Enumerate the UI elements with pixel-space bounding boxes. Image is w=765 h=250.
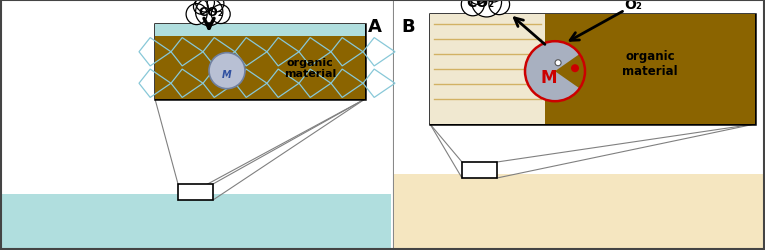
FancyBboxPatch shape [394, 2, 763, 248]
Circle shape [489, 0, 509, 16]
Circle shape [207, 0, 224, 13]
Circle shape [555, 60, 561, 66]
Polygon shape [525, 42, 580, 102]
Circle shape [472, 0, 502, 18]
Text: organic
material: organic material [622, 50, 678, 78]
FancyBboxPatch shape [155, 25, 365, 37]
FancyBboxPatch shape [545, 15, 755, 124]
Text: CO₂: CO₂ [466, 0, 494, 10]
Text: M: M [541, 69, 557, 87]
Circle shape [211, 6, 230, 25]
FancyBboxPatch shape [547, 72, 647, 122]
Circle shape [209, 54, 245, 89]
Circle shape [472, 0, 493, 3]
Circle shape [571, 65, 579, 73]
Circle shape [186, 4, 207, 25]
FancyBboxPatch shape [547, 17, 647, 68]
FancyBboxPatch shape [394, 174, 763, 248]
Circle shape [194, 0, 208, 15]
Text: M: M [222, 69, 232, 79]
FancyBboxPatch shape [155, 25, 365, 100]
Text: CO₂: CO₂ [198, 6, 223, 18]
Text: O₂: O₂ [624, 0, 642, 12]
Polygon shape [543, 58, 563, 82]
FancyBboxPatch shape [155, 37, 365, 100]
Circle shape [461, 0, 484, 17]
FancyBboxPatch shape [651, 17, 751, 68]
Circle shape [470, 0, 486, 5]
Circle shape [484, 0, 503, 3]
FancyBboxPatch shape [2, 194, 391, 248]
Text: B: B [401, 18, 415, 36]
FancyBboxPatch shape [430, 15, 755, 124]
FancyBboxPatch shape [430, 15, 545, 124]
FancyBboxPatch shape [462, 162, 497, 178]
FancyBboxPatch shape [178, 184, 213, 200]
Circle shape [196, 0, 223, 26]
FancyBboxPatch shape [651, 72, 751, 122]
FancyBboxPatch shape [2, 2, 391, 248]
Text: organic
material: organic material [284, 58, 336, 79]
Text: A: A [368, 18, 382, 36]
Circle shape [196, 0, 214, 13]
